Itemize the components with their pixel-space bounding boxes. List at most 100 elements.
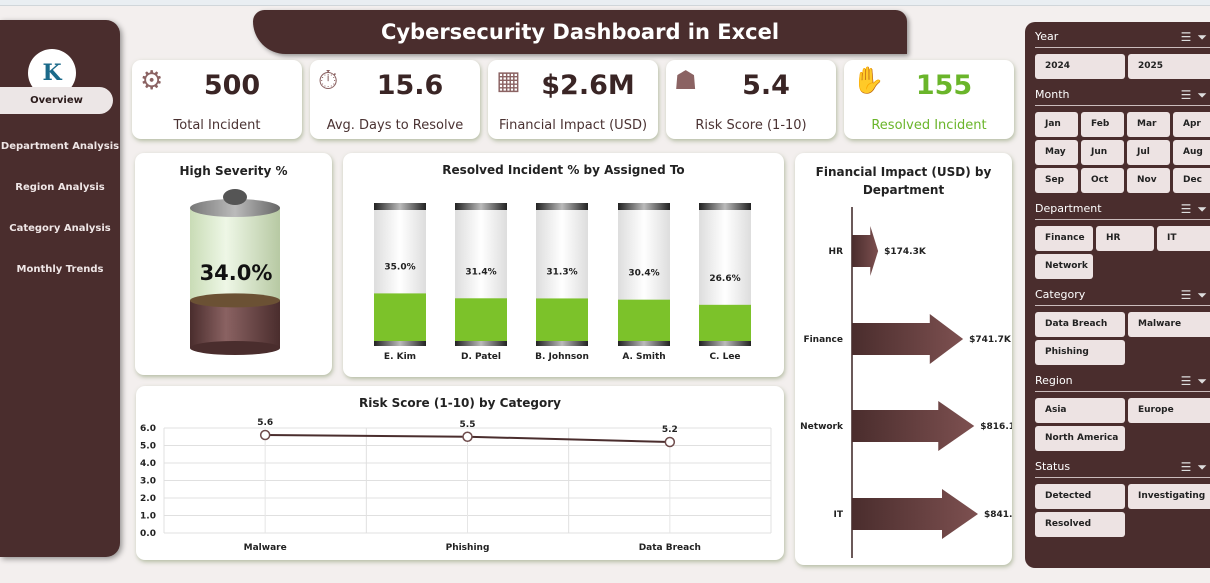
high-severity-card: High Severity % 34.0% <box>135 153 332 375</box>
nav-monthly-trends[interactable]: Monthly Trends <box>16 264 104 275</box>
slicer-item-detected[interactable]: Detected <box>1035 484 1125 509</box>
slicer-item-jun[interactable]: Jun <box>1081 140 1124 165</box>
slicer-item-apr[interactable]: Apr <box>1173 112 1210 137</box>
arrow-bar <box>852 226 879 276</box>
slicer-item-data-breach[interactable]: Data Breach <box>1035 312 1125 337</box>
risk-icon: ☗ <box>674 66 698 96</box>
kpi-label: Risk Score (1-10) <box>695 118 807 133</box>
slicer-title: Month <box>1035 88 1070 101</box>
bar-base <box>699 341 751 346</box>
slicer-item-network[interactable]: Network <box>1035 254 1093 279</box>
battery-cap <box>190 199 280 217</box>
kpi-label: Avg. Days to Resolve <box>326 118 464 133</box>
kpi-card-risk-score-1-10-: ☗ 5.4 Risk Score (1-10) <box>666 60 836 139</box>
nav-region-analysis[interactable]: Region Analysis <box>15 182 105 193</box>
slicer-item-feb[interactable]: Feb <box>1081 112 1124 137</box>
y-tick-label: 3.0 <box>140 477 156 487</box>
financial-impact-card: Financial Impact (USD) by Department HR $… <box>795 153 1012 565</box>
slicer-region-header: Region ☰⏷ <box>1035 374 1210 392</box>
slicer-item-asia[interactable]: Asia <box>1035 398 1125 423</box>
bar-data-label: 31.4% <box>465 267 496 277</box>
line-point <box>462 431 473 442</box>
arrow-bar <box>852 489 978 539</box>
multi-select-icon[interactable]: ☰ <box>1180 88 1198 102</box>
bar-base <box>618 341 670 346</box>
gear-warning-icon: ⚙ <box>140 66 164 96</box>
kpi-card-total-incident: ⚙ 500 Total Incident <box>132 60 302 139</box>
clear-filter-icon[interactable]: ⏷ <box>1197 30 1210 44</box>
bar-data-label: 26.6% <box>709 274 740 284</box>
arrow-bar <box>852 401 975 451</box>
gauge-value-label: 34.0% <box>200 261 273 285</box>
slicer-item-nov[interactable]: Nov <box>1127 168 1170 193</box>
multi-select-icon[interactable]: ☰ <box>1180 460 1198 474</box>
clear-filter-icon[interactable]: ⏷ <box>1197 88 1210 102</box>
bar-data-label: 30.4% <box>628 269 659 279</box>
line-point <box>664 436 676 448</box>
slicer-year-header: Year ☰⏷ <box>1035 30 1210 48</box>
multi-select-icon[interactable]: ☰ <box>1180 288 1198 302</box>
multi-select-icon[interactable]: ☰ <box>1180 202 1198 216</box>
clear-filter-icon[interactable]: ⏷ <box>1197 288 1210 302</box>
bar-fill <box>374 293 426 341</box>
chart-title: Resolved Incident % by Assigned To <box>442 163 685 177</box>
nav-department-analysis[interactable]: Department Analysis <box>0 141 120 152</box>
slicer-item-2024[interactable]: 2024 <box>1035 54 1125 79</box>
clear-filter-icon[interactable]: ⏷ <box>1197 202 1210 216</box>
slicer-item-jan[interactable]: Jan <box>1035 112 1078 137</box>
bar-fill <box>455 298 507 341</box>
clear-filter-icon[interactable]: ⏷ <box>1197 460 1210 474</box>
window-top-strip <box>0 0 1210 6</box>
slicer-title: Category <box>1035 288 1086 301</box>
multi-select-icon[interactable]: ☰ <box>1180 30 1198 44</box>
slicer-month-header: Month ☰⏷ <box>1035 88 1210 106</box>
slicer-icons: ☰⏷ <box>1181 202 1210 217</box>
slicer-item-it[interactable]: IT <box>1157 226 1210 251</box>
slicer-item-may[interactable]: May <box>1035 140 1078 165</box>
department-label: IT <box>834 510 844 520</box>
bar-category-label: A. Smith <box>622 352 665 362</box>
point-data-label: 5.5 <box>460 420 476 430</box>
nav-category-analysis[interactable]: Category Analysis <box>9 223 111 234</box>
slicer-item-hr[interactable]: HR <box>1096 226 1154 251</box>
slicer-item-jul[interactable]: Jul <box>1127 140 1170 165</box>
department-label: HR <box>829 247 844 257</box>
multi-select-icon[interactable]: ☰ <box>1180 374 1198 388</box>
slicer-item-malware[interactable]: Malware <box>1128 312 1210 337</box>
slicer-item-oct[interactable]: Oct <box>1081 168 1124 193</box>
slicer-item-europe[interactable]: Europe <box>1128 398 1210 423</box>
bar-cap <box>455 203 507 210</box>
slicer-item-phishing[interactable]: Phishing <box>1035 340 1125 365</box>
page-title: Cybersecurity Dashboard in Excel <box>253 10 907 54</box>
bar-fill <box>618 299 670 341</box>
battery-terminal <box>223 189 247 205</box>
slicer-item-investigating[interactable]: Investigating <box>1128 484 1210 509</box>
arrow-value-label: $174.3K <box>884 247 927 257</box>
arrow-value-label: $741.7K <box>969 335 1012 345</box>
kpi-value: 500 <box>203 70 261 101</box>
line-point <box>259 429 271 441</box>
kpi-card-financial-impact-usd-: ▦ $2.6M Financial Impact (USD) <box>488 60 658 139</box>
kpi-label: Resolved Incident <box>871 118 987 133</box>
slicer-item-north-america[interactable]: North America <box>1035 426 1125 451</box>
bar-fill <box>536 298 588 341</box>
slicer-item-resolved[interactable]: Resolved <box>1035 512 1125 537</box>
resolved-bar-chart: 35.0% E. Kim 31.4% D. Patel 31.3% B. Johnson 3… <box>374 203 751 362</box>
y-tick-label: 6.0 <box>140 424 156 434</box>
y-tick-label: 5.0 <box>140 442 156 452</box>
x-category-label: Malware <box>244 543 287 553</box>
slicer-item-aug[interactable]: Aug <box>1173 140 1210 165</box>
nav-overview[interactable]: Overview <box>0 87 113 114</box>
logo-text: K <box>42 60 62 86</box>
clear-filter-icon[interactable]: ⏷ <box>1197 374 1210 388</box>
slicer-item-2025[interactable]: 2025 <box>1128 54 1210 79</box>
risk-score-card: Risk Score (1-10) by Category 0.0 1.0 2.0 3… <box>136 386 784 560</box>
slicer-item-finance[interactable]: Finance <box>1035 226 1093 251</box>
slicer-item-sep[interactable]: Sep <box>1035 168 1078 193</box>
slicer-item-dec[interactable]: Dec <box>1173 168 1210 193</box>
slicer-icons: ☰⏷ <box>1181 88 1210 103</box>
slicer-item-mar[interactable]: Mar <box>1127 112 1170 137</box>
slicer-icons: ☰⏷ <box>1181 288 1210 303</box>
slicer-icons: ☰⏷ <box>1181 460 1210 475</box>
bar-category-label: C. Lee <box>709 352 740 362</box>
